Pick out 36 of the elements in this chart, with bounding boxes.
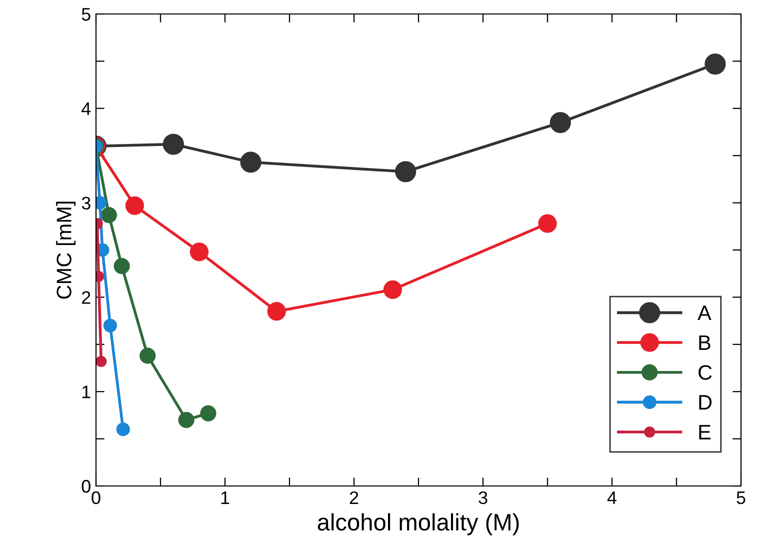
- point: [240, 152, 262, 173]
- point: [100, 207, 117, 224]
- x-tick-label: 1: [221, 492, 230, 504]
- point: [116, 422, 130, 436]
- point: [125, 196, 144, 215]
- point: [538, 214, 557, 233]
- point: [267, 302, 286, 321]
- legend-label: B: [699, 335, 710, 350]
- y-tick-label: 5: [82, 8, 90, 21]
- y-tick-label: 0: [82, 480, 90, 493]
- y-tick-label: 4: [82, 102, 91, 115]
- x-tick-label: 4: [607, 492, 616, 504]
- x-tick-label: 5: [736, 492, 746, 504]
- point: [140, 348, 156, 364]
- x-axis-title: alcohol molality (M): [318, 513, 519, 536]
- point: [162, 134, 184, 155]
- y-tick-label: 3: [82, 196, 90, 210]
- legend-label: E: [699, 424, 711, 440]
- legend-label: D: [699, 395, 712, 410]
- point: [395, 161, 416, 182]
- point: [383, 280, 402, 299]
- point: [103, 318, 117, 332]
- point: [550, 112, 571, 134]
- point: [114, 258, 130, 274]
- legend-label: C: [698, 365, 712, 380]
- y-tick-label: 2: [82, 291, 90, 304]
- point: [178, 412, 194, 428]
- point: [200, 405, 216, 422]
- x-tick-label: 0: [92, 491, 100, 504]
- y-axis-title: CMC [mM]: [56, 202, 76, 299]
- y-tick-label: 1: [82, 386, 90, 398]
- point: [704, 53, 726, 75]
- legend-label: A: [698, 306, 712, 320]
- point: [190, 242, 209, 262]
- x-tick-label: 2: [350, 491, 358, 504]
- x-tick-label: 3: [478, 491, 488, 504]
